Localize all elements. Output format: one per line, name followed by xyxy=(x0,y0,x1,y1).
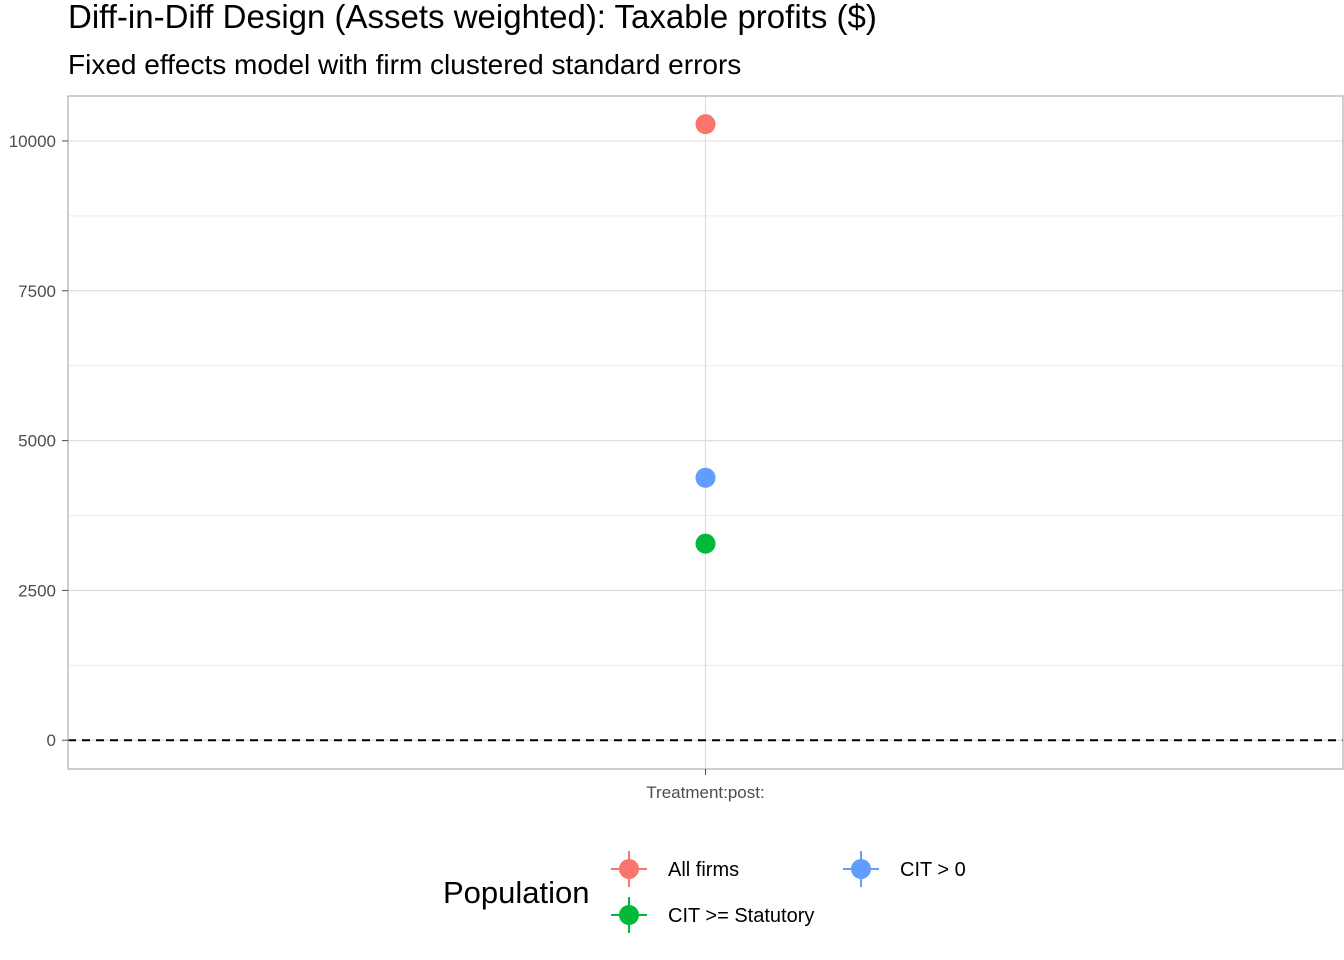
grid-major xyxy=(68,96,1343,769)
y-tick-label: 2500 xyxy=(18,581,56,600)
legend-key xyxy=(843,851,879,887)
legend-label: CIT > 0 xyxy=(900,859,966,881)
chart-title: Diff-in-Diff Design (Assets weighted): T… xyxy=(68,0,877,35)
y-axis: 0 2500 5000 7500 10000 xyxy=(9,132,68,750)
y-tick-label: 0 xyxy=(47,731,56,750)
y-tick-label: 7500 xyxy=(18,282,56,301)
data-point xyxy=(695,114,716,135)
y-tick-label: 5000 xyxy=(18,432,56,451)
legend-label: CIT >= Statutory xyxy=(668,905,814,927)
legend: Population All firms CIT >= Statutory CIT … xyxy=(443,851,966,933)
y-tick-label: 10000 xyxy=(9,132,56,151)
legend-key xyxy=(611,851,647,887)
legend-title: Population xyxy=(443,875,590,910)
x-tick-label: Treatment:post: xyxy=(646,783,764,802)
legend-key xyxy=(611,897,647,933)
chart-subtitle: Fixed effects model with firm clustered … xyxy=(68,49,741,80)
data-point xyxy=(695,533,716,554)
data-point xyxy=(695,467,716,488)
data-points xyxy=(695,114,716,554)
legend-items: All firms CIT >= Statutory CIT > 0 xyxy=(611,851,966,933)
x-axis: Treatment:post: xyxy=(646,769,765,802)
legend-label: All firms xyxy=(668,859,739,881)
plot-area xyxy=(67,95,1344,770)
